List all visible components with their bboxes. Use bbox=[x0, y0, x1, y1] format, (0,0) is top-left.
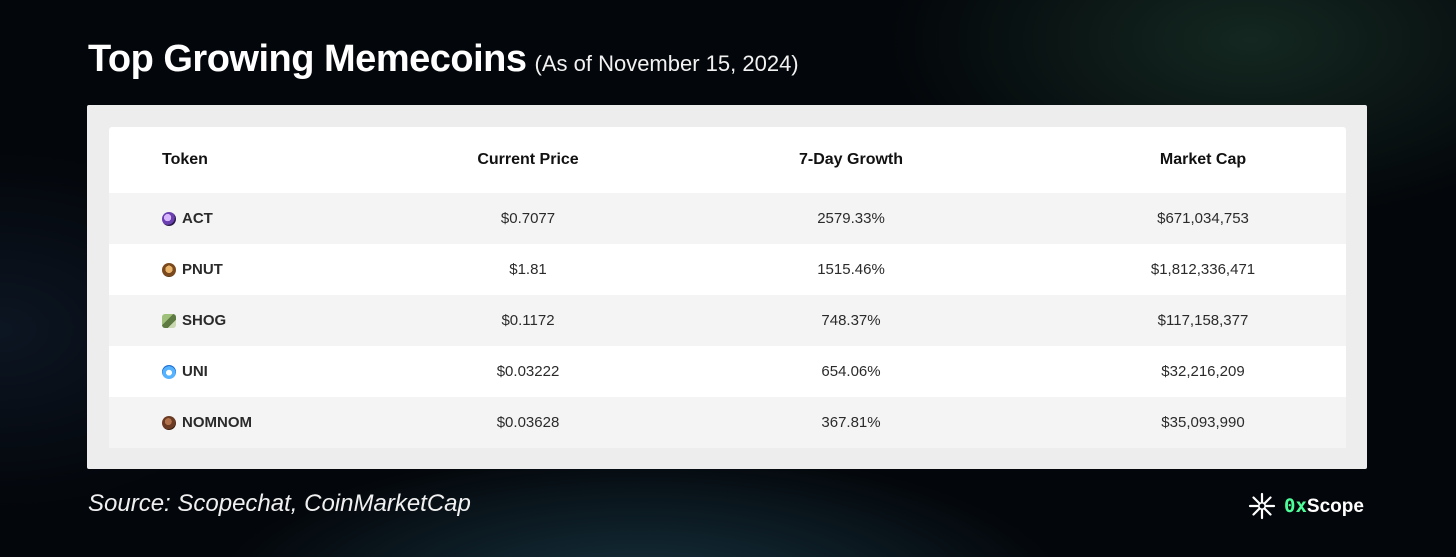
memecoin-table: Token Current Price 7-Day Growth Market … bbox=[109, 127, 1346, 448]
nomnom-token-icon bbox=[162, 415, 176, 430]
token-cell: SHOG bbox=[162, 312, 226, 329]
token-name: NOMNOM bbox=[182, 414, 252, 431]
token-name: UNI bbox=[182, 363, 208, 380]
brand-logo: 0xScope bbox=[1248, 492, 1364, 520]
table-row: ACT $0.7077 2579.33% $671,034,753 bbox=[109, 193, 1346, 244]
table-header-row: Token Current Price 7-Day Growth Market … bbox=[109, 127, 1346, 193]
table-row: SHOG $0.1172 748.37% $117,158,377 bbox=[109, 295, 1346, 346]
sparkle-logo-icon bbox=[1248, 492, 1276, 520]
page-title: Top Growing Memecoins bbox=[88, 38, 527, 80]
chart-title: Top Growing Memecoins (As of November 15… bbox=[88, 38, 799, 81]
token-cell: NOMNOM bbox=[162, 414, 252, 431]
act-token-icon bbox=[162, 211, 176, 226]
shog-token-icon bbox=[162, 313, 176, 328]
table-row: UNI $0.03222 654.06% $32,216,209 bbox=[109, 346, 1346, 397]
table-row: PNUT $1.81 1515.46% $1,812,336,471 bbox=[109, 244, 1346, 295]
table-row: NOMNOM $0.03628 367.81% $35,093,990 bbox=[109, 397, 1346, 448]
pnut-token-icon bbox=[162, 262, 176, 277]
token-cell: UNI bbox=[162, 363, 208, 380]
page-subtitle: (As of November 15, 2024) bbox=[534, 51, 799, 76]
source-note: Source: Scopechat, CoinMarketCap bbox=[88, 490, 471, 517]
header-token: Token bbox=[162, 151, 208, 168]
table-panel: Token Current Price 7-Day Growth Market … bbox=[87, 105, 1367, 469]
uni-token-icon bbox=[162, 364, 176, 379]
token-cell: ACT bbox=[162, 210, 213, 227]
token-name: SHOG bbox=[182, 312, 227, 329]
token-name: PNUT bbox=[182, 261, 223, 278]
token-cell: PNUT bbox=[162, 261, 223, 278]
brand-name: 0xScope bbox=[1284, 494, 1364, 517]
token-name: ACT bbox=[182, 210, 213, 227]
